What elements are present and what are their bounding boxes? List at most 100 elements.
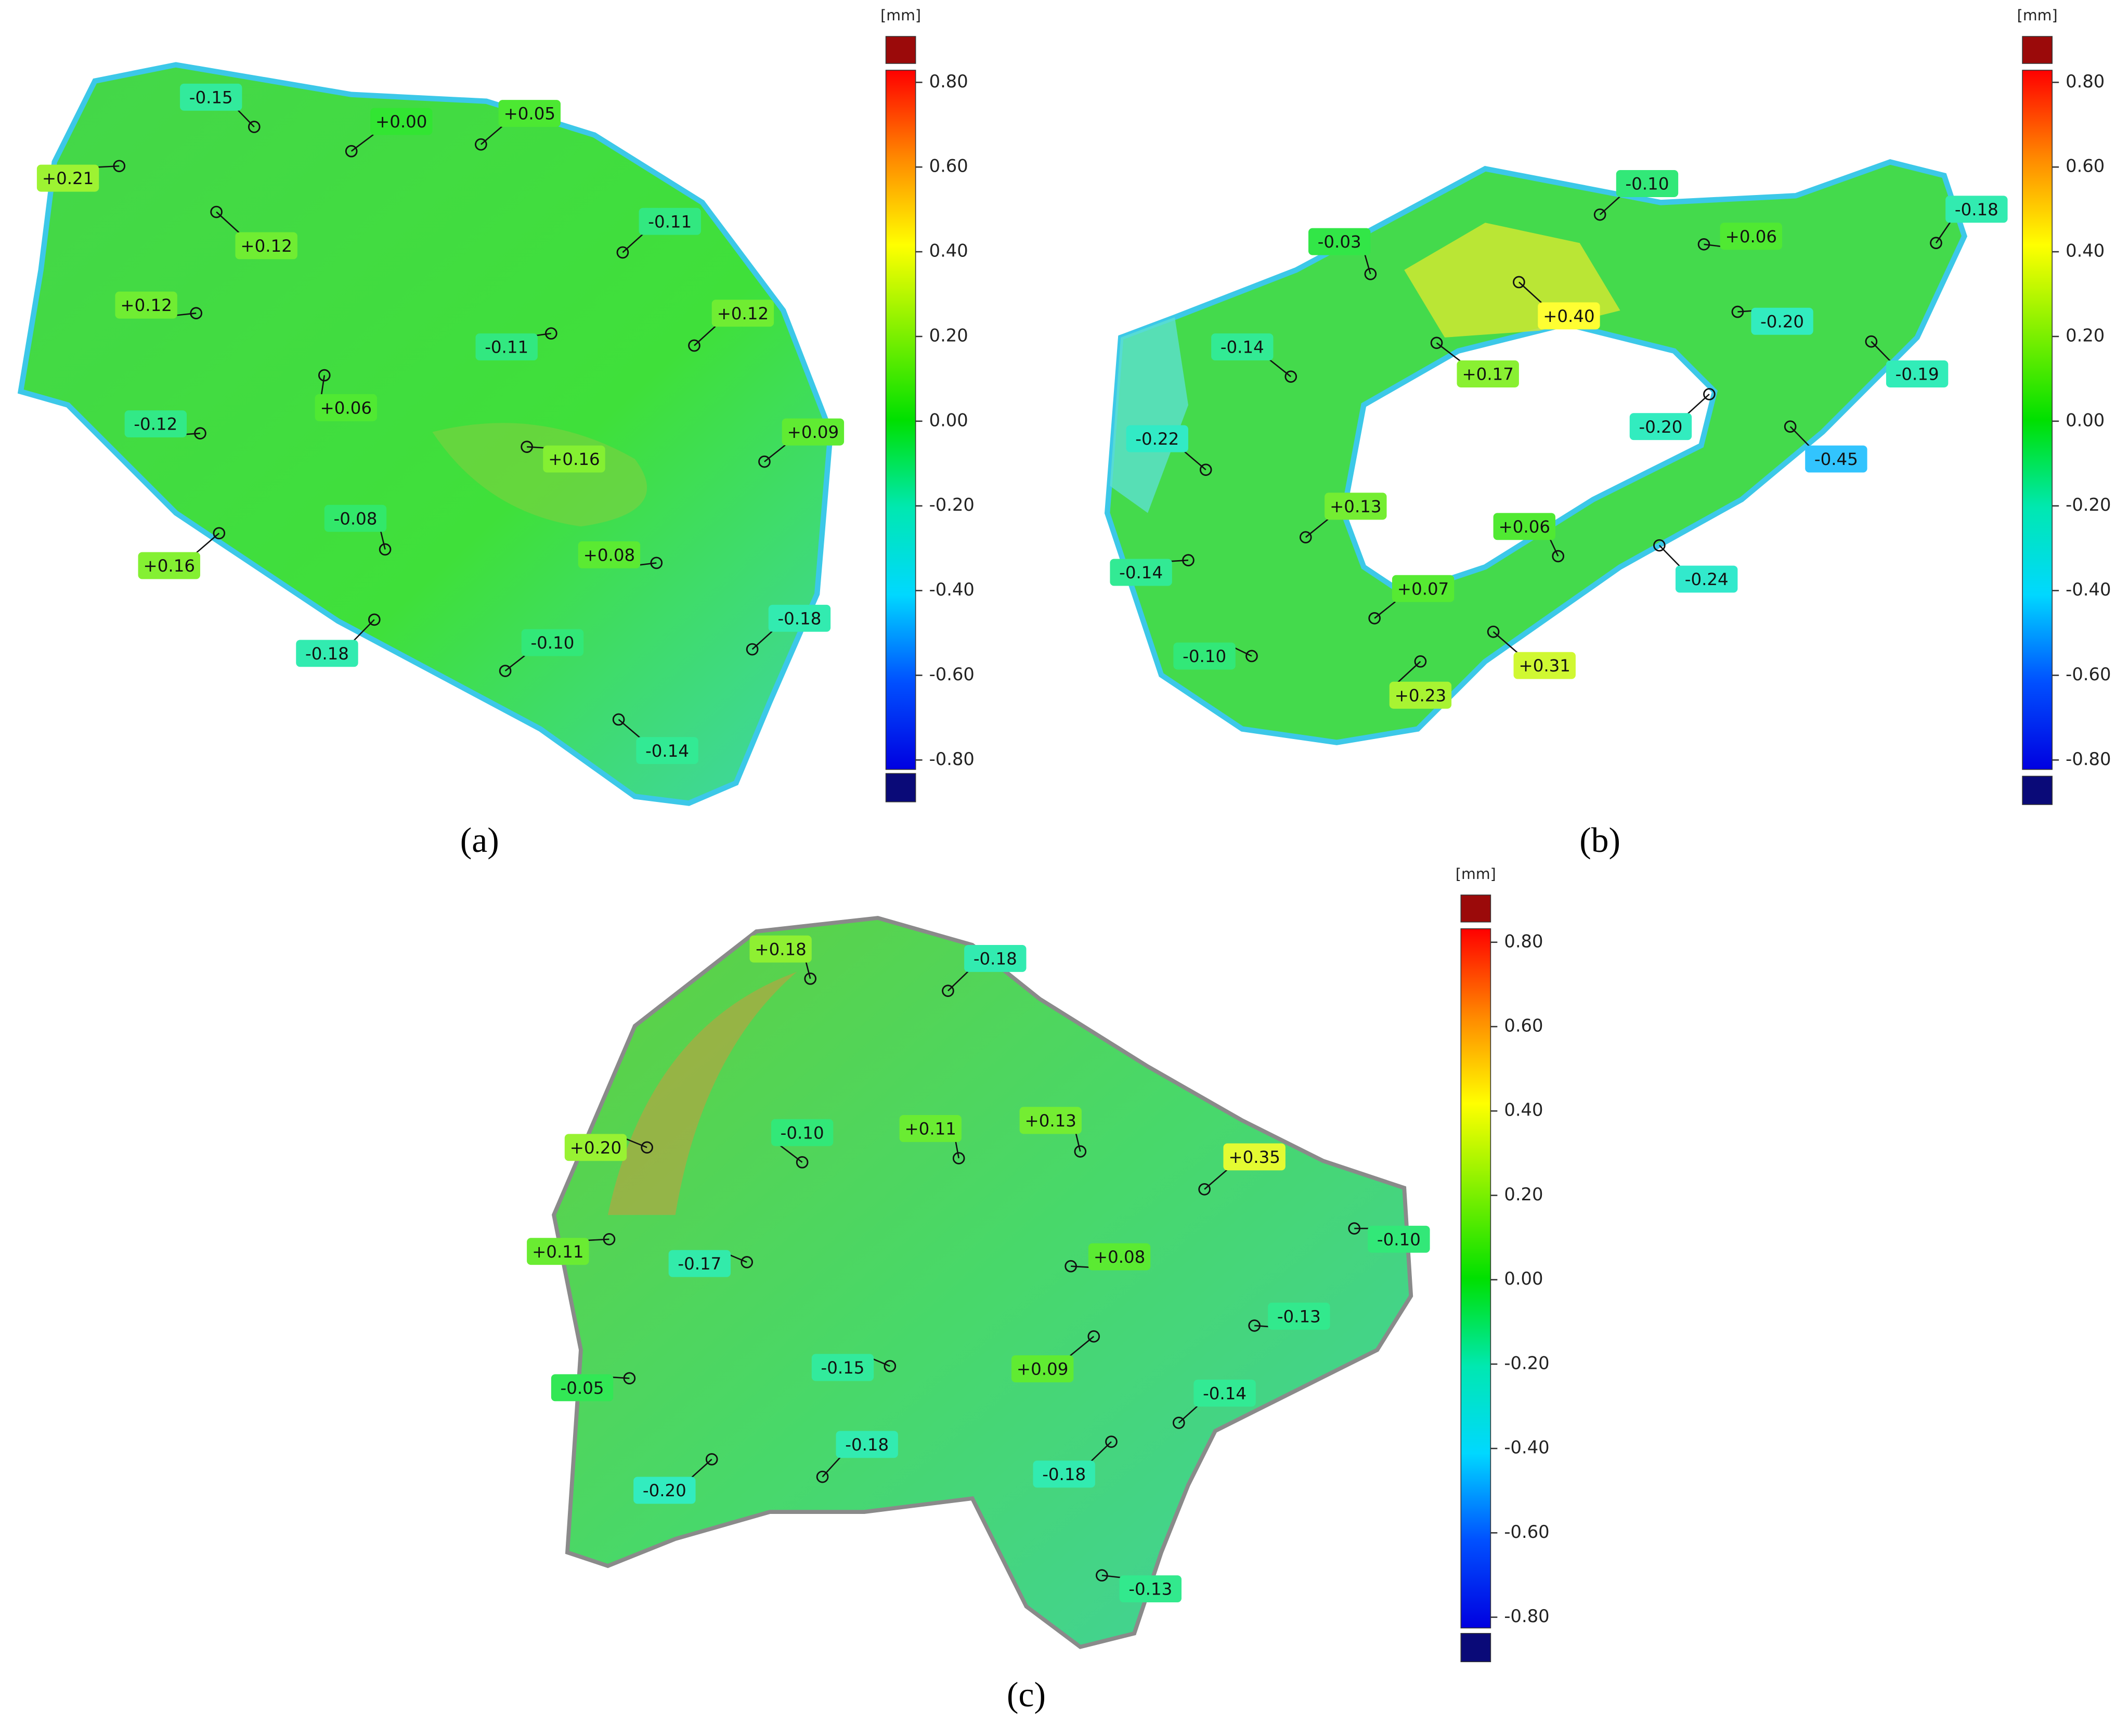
annotation: -0.13: [1248, 1302, 1330, 1332]
anchor-point: [345, 145, 358, 158]
colorbar: [885, 70, 916, 770]
colorbar: [2022, 70, 2053, 770]
annotation: +0.11: [527, 1233, 616, 1265]
anchor-point: [521, 441, 533, 453]
annotation: +0.11: [899, 1115, 965, 1164]
anchor-point: [1653, 539, 1666, 552]
colorbar-under: [885, 773, 916, 802]
colorbar-tick-label: 0.40: [1504, 1100, 1543, 1120]
annotation-label: -0.45: [1814, 449, 1858, 469]
annotation-label: -0.10: [530, 633, 574, 653]
anchor-point: [816, 1470, 829, 1483]
annotation: +0.09: [1011, 1330, 1100, 1382]
anchor-point: [1865, 335, 1878, 348]
colorbar-tick-label: 0.20: [2066, 325, 2105, 345]
anchor-point: [1087, 1330, 1100, 1343]
annotation-box: [36, 164, 99, 192]
colorbar-tick-label: -0.40: [929, 579, 975, 600]
annotation-box: [1088, 1243, 1151, 1271]
annotation-box: [1886, 360, 1949, 387]
annotation-box: [1805, 445, 1867, 473]
annotation-label: -0.18: [305, 644, 349, 664]
annotation-box: [836, 1431, 898, 1458]
annotation: -0.22: [1126, 425, 1212, 476]
anchor-point: [1348, 1222, 1361, 1235]
annotation-label: -0.13: [1277, 1306, 1321, 1326]
annotation: +0.23: [1389, 655, 1452, 709]
annotation-label: +0.13: [1025, 1111, 1076, 1131]
anchor-point: [603, 1233, 616, 1246]
annotation: -0.08: [324, 504, 392, 556]
scan-surface: [17, 62, 834, 806]
annotation-box: [964, 944, 1027, 972]
annotation-box: [1945, 196, 2008, 223]
annotation: +0.06: [1697, 223, 1783, 251]
annotation: -0.10: [1593, 170, 1679, 221]
annotation-label: +0.21: [42, 169, 94, 188]
annotation-box: [1173, 642, 1236, 670]
annotation-label: -0.19: [1896, 365, 1939, 384]
annotation-box: [1119, 1575, 1182, 1603]
anchor-point: [194, 427, 206, 440]
colorbar-over: [2022, 36, 2053, 64]
anchor-point: [368, 613, 381, 626]
annotation: +0.13: [1299, 493, 1387, 543]
annotation: -0.15: [180, 83, 261, 133]
annotation-label: -0.18: [1042, 1465, 1086, 1484]
annotation-box: [498, 100, 561, 127]
annotation-label: +0.06: [1499, 517, 1550, 537]
annotation-box: [782, 418, 845, 446]
colorbar-tick-label: 0.40: [929, 241, 968, 261]
annotation-box: [124, 410, 187, 437]
annotation-label: -0.10: [1626, 174, 1669, 194]
annotation: -0.10: [499, 629, 584, 677]
annotation-label: -0.05: [561, 1378, 604, 1398]
annotation-box: [370, 108, 433, 135]
anchor-point: [623, 1372, 636, 1384]
annotation-box: [899, 1115, 962, 1142]
panel-caption: (b): [1579, 821, 1620, 860]
anchor-point: [318, 369, 331, 382]
annotation-label: +0.08: [1094, 1247, 1145, 1267]
colorbar-tick-label: -0.80: [929, 749, 975, 769]
colorbar-tick-label: -0.60: [1504, 1522, 1549, 1542]
annotation-label: +0.07: [1397, 579, 1449, 599]
annotation-label: -0.10: [781, 1123, 824, 1143]
annotation-box: [1211, 333, 1274, 361]
annotation-label: +0.31: [1519, 656, 1570, 676]
annotation: -0.14: [1110, 554, 1195, 586]
annotation-label: +0.09: [1017, 1359, 1068, 1379]
annotation-label: +0.11: [532, 1242, 583, 1262]
annotation: +0.21: [36, 160, 126, 192]
annotation-label: -0.18: [777, 608, 821, 628]
annotation-label: -0.08: [333, 509, 377, 528]
anchor-point: [210, 205, 223, 218]
annotation-box: [1011, 1355, 1074, 1382]
annotation: -0.24: [1653, 539, 1738, 593]
annotation: -0.05: [551, 1372, 636, 1402]
anchor-point: [758, 455, 771, 468]
annotation-label: +0.13: [1330, 497, 1381, 516]
colorbar-tick-label: -0.40: [2066, 579, 2111, 600]
annotation: +0.12: [210, 205, 297, 260]
anchor-point: [545, 327, 557, 340]
annotation-box: [1457, 360, 1519, 387]
panel-caption: (a): [460, 821, 499, 860]
annotation-label: -0.10: [1377, 1229, 1421, 1249]
anchor-point: [1784, 420, 1797, 433]
annotation-label: -0.18: [1955, 200, 1998, 219]
anchor-point: [1703, 388, 1716, 400]
annotation-label: +0.17: [1462, 365, 1514, 384]
annotation: -0.18: [746, 604, 831, 656]
anchor-point: [1513, 276, 1525, 289]
anchor-point: [1368, 612, 1381, 625]
leader-line: [1074, 1131, 1081, 1152]
annotation: +0.05: [475, 100, 561, 151]
annotation: -0.20: [1731, 305, 1813, 335]
annotation: -0.20: [633, 1453, 718, 1504]
annotation-box: [1629, 413, 1692, 441]
annotation: -0.12: [124, 410, 206, 440]
anchor-point: [1096, 1569, 1108, 1582]
annotation-box: [1392, 575, 1455, 602]
annotation: -0.14: [1211, 333, 1297, 383]
